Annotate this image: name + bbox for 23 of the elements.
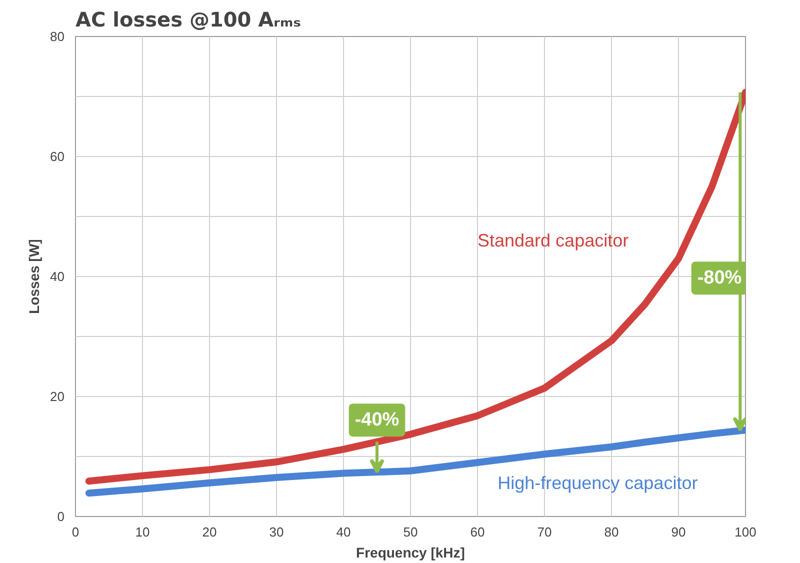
y-tick-label: 40 [50,269,65,284]
x-tick-label: 30 [269,524,284,540]
x-tick-label: 70 [537,524,552,540]
y-tick-label: 20 [50,389,65,404]
y-axis-title: Losses [W] [26,239,42,314]
y-tick-label: 60 [50,149,65,164]
annotation: -80% [697,268,742,289]
x-tick-label: 50 [403,524,418,540]
series-label: High-frequency capacitor [498,472,698,493]
y-tick-label: 0 [57,509,65,524]
chart-title: AC losses @100 Aᵣₘₛ [76,8,302,32]
x-tick-label: 20 [202,524,217,540]
x-tick-label: 90 [671,524,686,540]
x-tick-label: 60 [470,524,485,540]
annotation: -40% [354,410,400,431]
y-tick-label: 80 [50,29,65,44]
x-tick-label: 0 [72,524,80,540]
x-axis-title: Frequency [kHz] [356,544,465,560]
x-tick-label: 100 [734,524,756,540]
x-tick-label: 40 [336,524,351,540]
text: Standard capacitor [478,230,629,250]
x-tick-label: 80 [604,524,619,540]
x-tick-label: 10 [135,524,150,540]
